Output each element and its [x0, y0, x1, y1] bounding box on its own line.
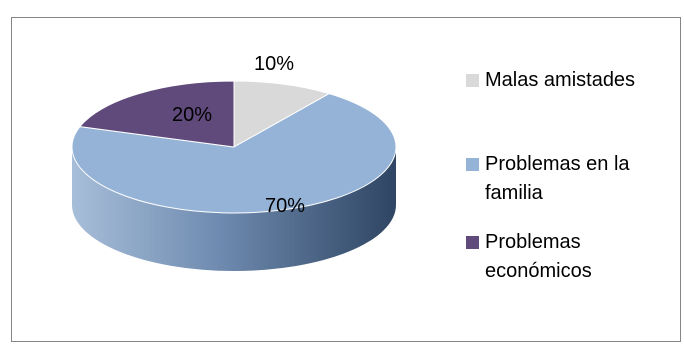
- legend-label-problemas-familia: Problemas en la familia: [485, 153, 630, 204]
- legend-label-malas-amistades: Malas amistades: [485, 69, 636, 91]
- legend-item-problemas-familia: Problemas en la familia: [466, 150, 675, 208]
- pie-slice-malas-amistades: [233, 80, 330, 148]
- pie-tops: [71, 80, 397, 214]
- pie-labels: 10% 70% 20%: [172, 53, 305, 217]
- pie-slice-problemas-familia: [71, 93, 397, 214]
- legend-item-problemas-economicos: Problemas económicos: [466, 228, 675, 286]
- pie-sides: [72, 147, 396, 271]
- legend-item-malas-amistades: Malas amistades: [466, 66, 675, 95]
- data-label-malas-amistades: 10%: [254, 53, 294, 75]
- legend-label-problemas-economicos: Problemas económicos: [485, 231, 592, 282]
- data-label-problemas-familia: 70%: [265, 195, 305, 217]
- legend-swatch-problemas-economicos: [466, 236, 479, 249]
- data-label-problemas-economicos: 20%: [172, 104, 212, 126]
- legend-swatch-problemas-familia: [466, 158, 479, 171]
- legend-swatch-malas-amistades: [466, 74, 479, 87]
- pie-slice-problemas-economicos: [79, 80, 235, 148]
- pie-side-problemas-familia: [72, 147, 396, 271]
